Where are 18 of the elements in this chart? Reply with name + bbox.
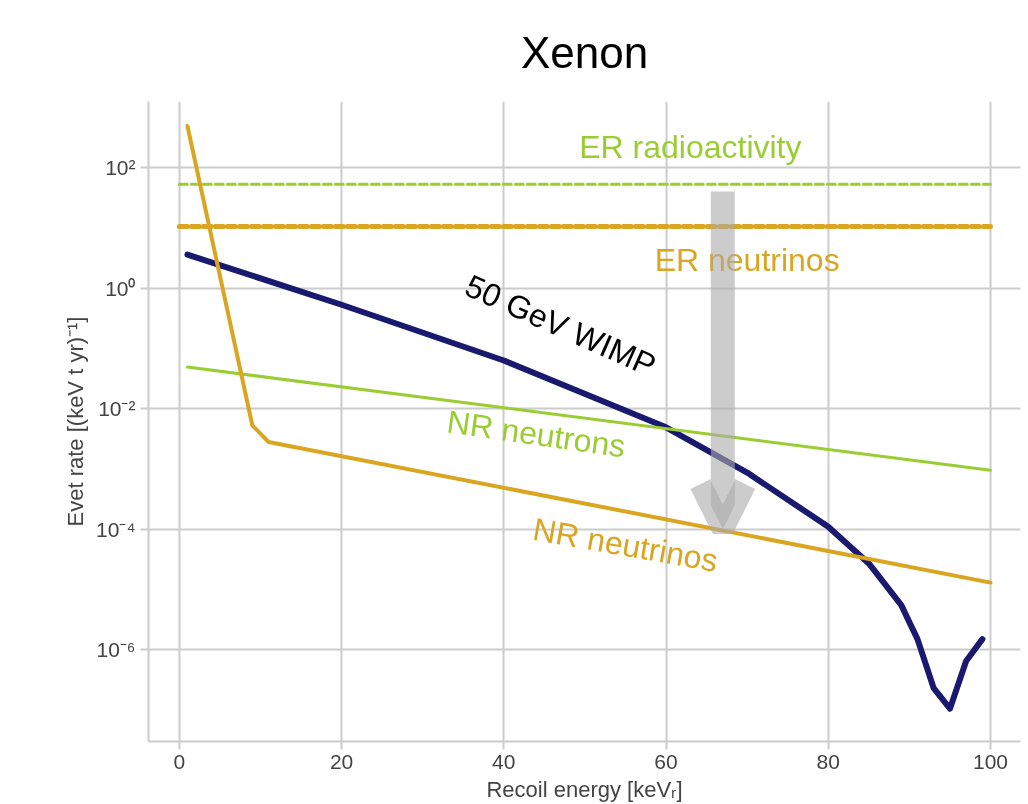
y-tick-label: 10² [105,156,136,180]
x-tick-label: 80 [816,749,840,773]
y-tick-label: 10⁻⁴ [96,517,136,541]
text: NR neutrinos [530,510,721,579]
x-tick-label: 60 [654,749,678,773]
y-tick-label: 10⁰ [105,276,136,300]
y-tick-label: 10⁻² [98,397,136,421]
x-tick-label: 100 [972,749,1009,773]
x-tick-label: 20 [329,749,354,773]
x-tick-label: 40 [492,749,516,773]
x-axis-title: Recoil energy [keVᵣ] [486,776,683,802]
x-tick-label: 0 [173,749,186,773]
y-tick-label: 10⁻⁶ [96,638,136,662]
text: NR neutrons [444,403,628,465]
y-axis-title: Evet rate [(keV t yr)⁻¹] [63,316,89,527]
series-label: ER radioactivity [579,128,802,165]
series-label: ER neutrinos [654,242,840,279]
chart-title: Xenon [520,27,649,77]
